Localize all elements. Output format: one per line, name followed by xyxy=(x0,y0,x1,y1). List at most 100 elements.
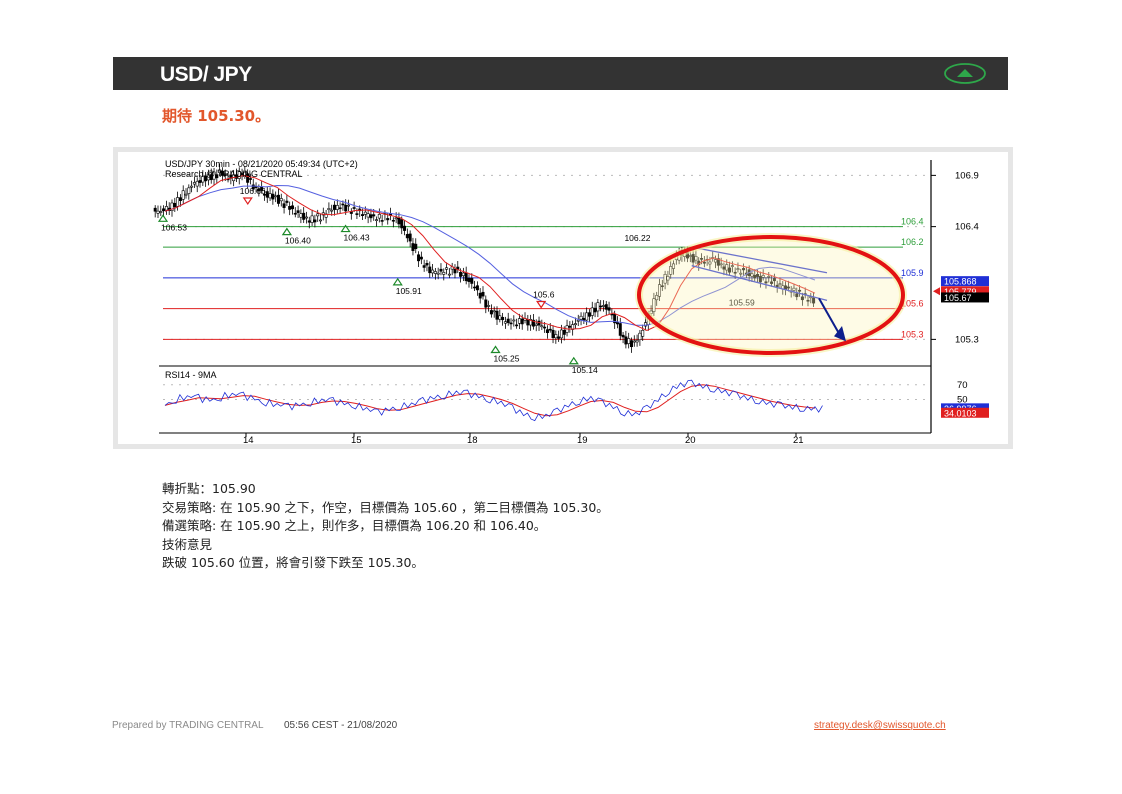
pivot-high-marker xyxy=(536,300,547,309)
current-price-label: 105.868 xyxy=(944,277,977,287)
candle-body xyxy=(728,267,732,273)
pivot-point: 轉折點：105.90 xyxy=(162,481,256,496)
candle-body xyxy=(190,185,194,188)
candle-body xyxy=(176,197,180,207)
candle-body xyxy=(531,319,535,327)
level-label: 105.9 xyxy=(901,268,924,278)
level-label: 106.2 xyxy=(901,237,924,247)
candle-body xyxy=(344,204,348,212)
candle-body xyxy=(798,289,802,292)
candle-body xyxy=(772,278,776,282)
candle-body xyxy=(571,324,575,330)
candle-body xyxy=(187,187,191,194)
candle-body xyxy=(159,211,163,213)
candle-body xyxy=(352,207,356,209)
candle-body xyxy=(178,197,182,201)
candle-body xyxy=(795,293,799,298)
candle-body xyxy=(590,307,594,316)
candle-body xyxy=(204,175,208,182)
candle-body xyxy=(442,272,446,275)
chart-panel: 106.9 106.4 105.3 106.4 106.2 105.9 105.6 105.3… xyxy=(118,152,1008,444)
candle-body xyxy=(786,286,790,289)
analysis-block: 轉折點：105.90 交易策略: 在 105.90 之下，作空，目標價為 105… xyxy=(162,480,609,573)
candle-body xyxy=(285,200,289,203)
candle-body xyxy=(215,174,219,179)
candle-body xyxy=(582,318,586,321)
candle-body xyxy=(534,323,538,326)
candle-body xyxy=(719,263,723,266)
x-tick-label: 15 xyxy=(351,435,362,444)
candle-body xyxy=(758,276,762,283)
x-tick-label: 20 xyxy=(685,435,696,444)
chart-header-line1: USD/JPY 30min - 08/21/2020 05:49:34 (UTC… xyxy=(165,159,358,169)
candle-body xyxy=(613,314,617,324)
pivot-low-label: 105.14 xyxy=(572,365,598,375)
current-price-tag xyxy=(941,276,989,287)
candle-body xyxy=(473,286,477,289)
candle-body xyxy=(529,318,533,326)
candle-body xyxy=(559,329,563,339)
y-tick-label: 106.4 xyxy=(955,222,979,233)
candle-body xyxy=(775,284,779,288)
candle-body xyxy=(327,208,331,211)
candle-body xyxy=(212,171,216,180)
candle-body xyxy=(198,180,202,183)
candle-body xyxy=(411,243,415,251)
candle-body xyxy=(162,208,166,212)
rsi-ma-line xyxy=(164,384,816,417)
candle-body xyxy=(279,198,283,202)
pivot-low-marker xyxy=(340,224,351,233)
footer-timestamp: 05:56 CEST - 21/08/2020 xyxy=(284,720,398,731)
candle-body xyxy=(487,305,491,307)
candle-body xyxy=(372,214,376,217)
candle-body xyxy=(730,265,734,267)
candle-body xyxy=(316,213,320,217)
candle-body xyxy=(209,174,213,181)
candle-body xyxy=(271,193,275,200)
candle-body xyxy=(621,334,625,338)
pivot-high-marker xyxy=(242,197,253,206)
candle-body xyxy=(688,255,692,257)
trading-strategy: 交易策略: 在 105.90 之下，作空，目標價為 105.60 ，第二目標價為… xyxy=(162,499,609,515)
page-title: USD/ JPY xyxy=(160,63,252,86)
pivot-low-marker xyxy=(392,277,403,286)
candle-body xyxy=(509,322,513,325)
candle-body xyxy=(520,318,524,325)
candle-body xyxy=(195,180,199,187)
candle-body xyxy=(761,275,765,278)
pivot-low-marker xyxy=(490,345,501,354)
header-bar: USD/ JPY xyxy=(113,57,1008,90)
footer-email-link[interactable]: strategy.desk@swissquote.ch xyxy=(814,720,946,731)
candle-body xyxy=(375,219,379,221)
candle-body xyxy=(694,256,698,261)
candle-body xyxy=(599,305,603,308)
pivot-low-label: 105.91 xyxy=(396,286,422,296)
candle-body xyxy=(753,274,757,279)
candle-body xyxy=(470,278,474,284)
candle-body xyxy=(526,319,530,326)
pivot-low-label: 106.53 xyxy=(161,222,187,232)
current-price-tag xyxy=(941,286,989,297)
candle-body xyxy=(288,206,292,210)
candle-body xyxy=(770,281,774,284)
candle-body xyxy=(181,190,185,200)
candle-body xyxy=(246,173,250,183)
candle-body xyxy=(391,219,395,222)
candle-body xyxy=(736,268,740,270)
candle-body xyxy=(643,322,647,327)
up-arrow-icon xyxy=(944,63,986,84)
candle-body xyxy=(333,204,337,210)
price-chart: 106.9 106.4 105.3 106.4 106.2 105.9 105.6 105.3… xyxy=(153,159,989,444)
candle-body xyxy=(652,298,656,312)
candle-body xyxy=(394,217,398,220)
candle-body xyxy=(403,225,407,231)
candle-body xyxy=(792,287,796,291)
target-headline: 期待 105.30。 xyxy=(162,107,271,125)
candle-body xyxy=(201,175,205,183)
x-tick-label: 21 xyxy=(793,435,804,444)
candle-body xyxy=(453,268,457,274)
candle-body xyxy=(700,258,704,260)
highlight-ellipse xyxy=(637,235,905,355)
candle-body xyxy=(739,272,743,275)
price-pointer xyxy=(933,287,940,296)
